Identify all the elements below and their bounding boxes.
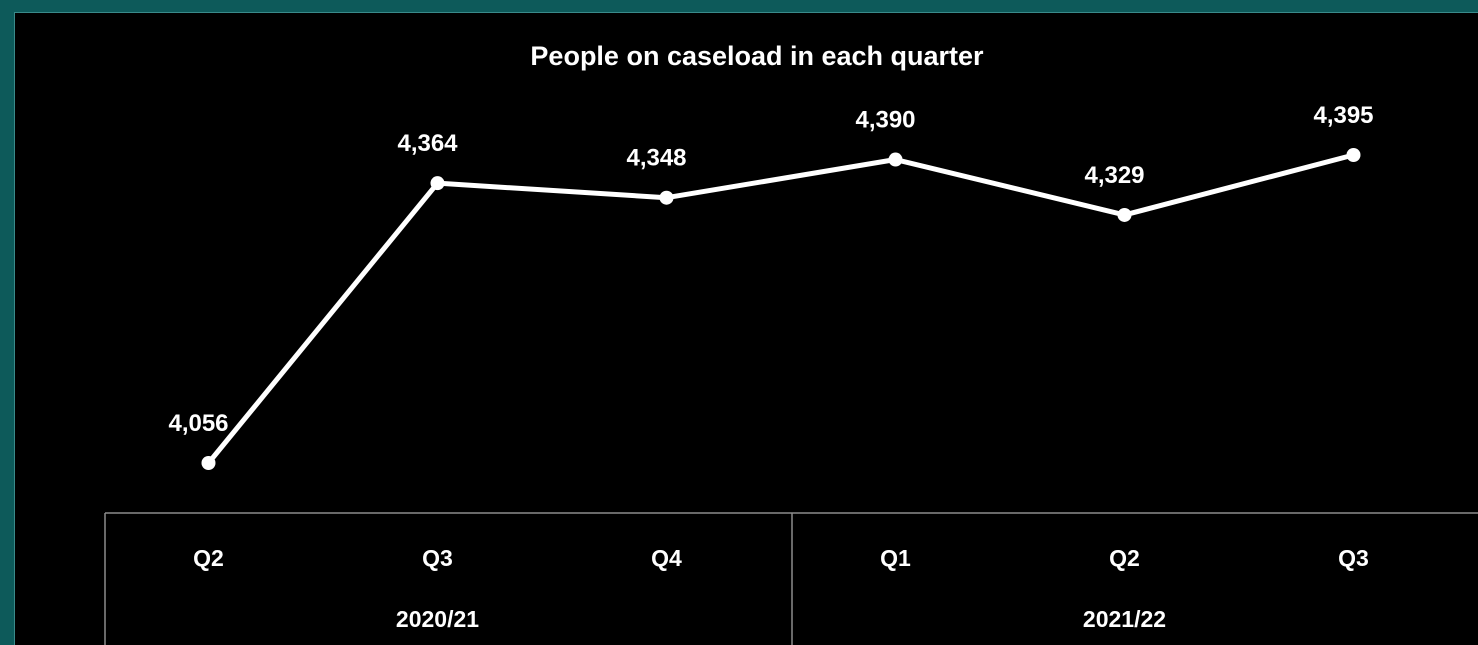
chart-title: People on caseload in each quarter xyxy=(530,41,984,71)
data-point xyxy=(888,152,903,167)
line-chart: People on caseload in each quarter 4,056… xyxy=(104,41,1478,645)
series-line-layer xyxy=(206,152,1355,465)
data-point xyxy=(1117,207,1132,222)
group-labels: 2020/21 2021/22 xyxy=(396,606,1166,632)
tick-label: Q4 xyxy=(651,545,682,571)
data-labels: 4,056 4,364 4,348 4,390 4,329 4,395 xyxy=(168,102,1373,437)
data-point xyxy=(659,190,674,205)
tick-label: Q2 xyxy=(1109,545,1140,571)
data-label: 4,329 xyxy=(1084,162,1144,189)
group-label: 2020/21 xyxy=(396,606,479,632)
data-points xyxy=(201,148,1361,470)
data-label: 4,348 xyxy=(626,145,686,172)
data-label: 4,390 xyxy=(855,107,915,134)
data-label: 4,364 xyxy=(397,130,458,157)
series-line xyxy=(206,152,1355,465)
category-axis xyxy=(104,512,1478,645)
tick-label: Q3 xyxy=(1338,545,1369,571)
data-label: 4,056 xyxy=(168,410,228,437)
group-label: 2021/22 xyxy=(1083,606,1166,632)
tick-label: Q1 xyxy=(880,545,911,571)
tick-labels: Q2 Q3 Q4 Q1 Q2 Q3 xyxy=(193,545,1369,571)
tick-label: Q2 xyxy=(193,545,224,571)
data-point xyxy=(201,456,216,470)
tick-label: Q3 xyxy=(422,545,453,571)
data-label: 4,395 xyxy=(1313,102,1373,129)
data-point xyxy=(1346,148,1361,162)
chart-frame: People on caseload in each quarter 4,056… xyxy=(14,12,1478,645)
data-point xyxy=(430,176,445,191)
